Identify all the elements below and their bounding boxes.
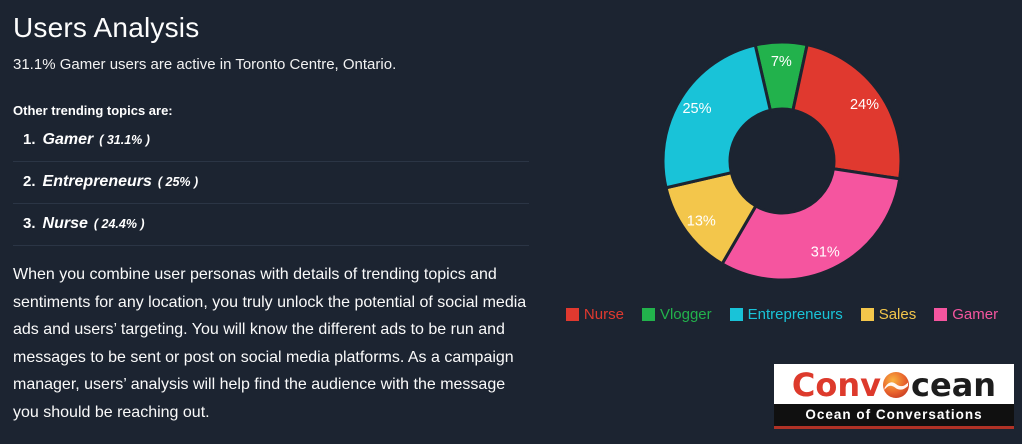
logo-text-left: Conv — [791, 366, 882, 404]
legend-item-nurse[interactable]: Nurse — [565, 306, 624, 323]
topic-rank: 2. — [23, 173, 36, 190]
topic-percentage: ( 24.4% ) — [93, 217, 145, 231]
topic-rank: 3. — [23, 215, 36, 232]
slice-value-label: 7% — [771, 54, 792, 70]
legend-swatch-vlogger — [641, 308, 655, 321]
legend-label: Nurse — [583, 306, 624, 323]
donut-slice-entrepreneurs[interactable] — [661, 43, 772, 190]
logo-brand: Conv cean — [774, 364, 1014, 404]
logo-tagline: Ocean of Conversations — [774, 404, 1014, 426]
legend-label: Gamer — [952, 306, 999, 323]
legend-swatch-sales — [860, 308, 874, 321]
legend-swatch-gamer — [934, 308, 948, 321]
slice-value-label: 24% — [850, 97, 879, 113]
topic-percentage: ( 25% ) — [157, 175, 199, 189]
donut-slice-gamer[interactable] — [720, 167, 902, 282]
trending-topic-row-1: 1. Gamer ( 31.1% ) — [13, 120, 529, 162]
topic-name: Entrepreneurs — [42, 173, 152, 190]
analysis-description: When you combine user personas with deta… — [13, 266, 527, 421]
legend-item-entrepreneurs[interactable]: Entrepreneurs — [729, 306, 843, 323]
convocean-logo: Conv cean Ocean of Conversations — [774, 364, 1014, 429]
donut-chart-panel: 7% 24% 31% 13% 25% Nurse Vlogger Entrepreneu… — [548, 0, 1016, 323]
logo-text-right: cean — [911, 366, 997, 404]
trending-topic-row-2: 2. Entrepreneurs ( 25% ) — [13, 162, 529, 204]
slice-value-label: 31% — [811, 244, 840, 260]
slice-value-label: 25% — [682, 101, 711, 117]
headline-insight: 31.1% Gamer users are active in Toronto … — [13, 56, 397, 73]
donut-chart[interactable]: 7% 24% 31% 13% 25% — [657, 36, 907, 286]
analysis-panel: Users Analysis 31.1% Gamer users are act… — [13, 4, 529, 442]
legend-item-vlogger[interactable]: Vlogger — [641, 306, 712, 323]
donut-slice-nurse[interactable] — [791, 43, 903, 181]
trending-topic-row-3: 3. Nurse ( 24.4% ) — [13, 204, 529, 246]
trending-heading: Other trending topics are: — [13, 103, 173, 118]
slice-value-label: 13% — [687, 214, 716, 230]
chart-legend: Nurse Vlogger Entrepreneurs Sales Gamer — [548, 306, 1016, 323]
topic-percentage: ( 31.1% ) — [99, 133, 150, 147]
legend-swatch-nurse — [565, 308, 579, 321]
legend-label: Entrepreneurs — [747, 306, 843, 323]
legend-label: Vlogger — [659, 306, 712, 323]
legend-item-gamer[interactable]: Gamer — [934, 306, 998, 323]
page-title: Users Analysis — [13, 12, 200, 43]
legend-item-sales[interactable]: Sales — [860, 306, 917, 323]
topic-name: Nurse — [42, 215, 88, 232]
legend-label: Sales — [878, 306, 917, 323]
wave-globe-icon — [883, 372, 910, 398]
topic-name: Gamer — [42, 131, 94, 148]
legend-swatch-entrepreneurs — [729, 308, 743, 321]
topic-rank: 1. — [23, 131, 36, 148]
